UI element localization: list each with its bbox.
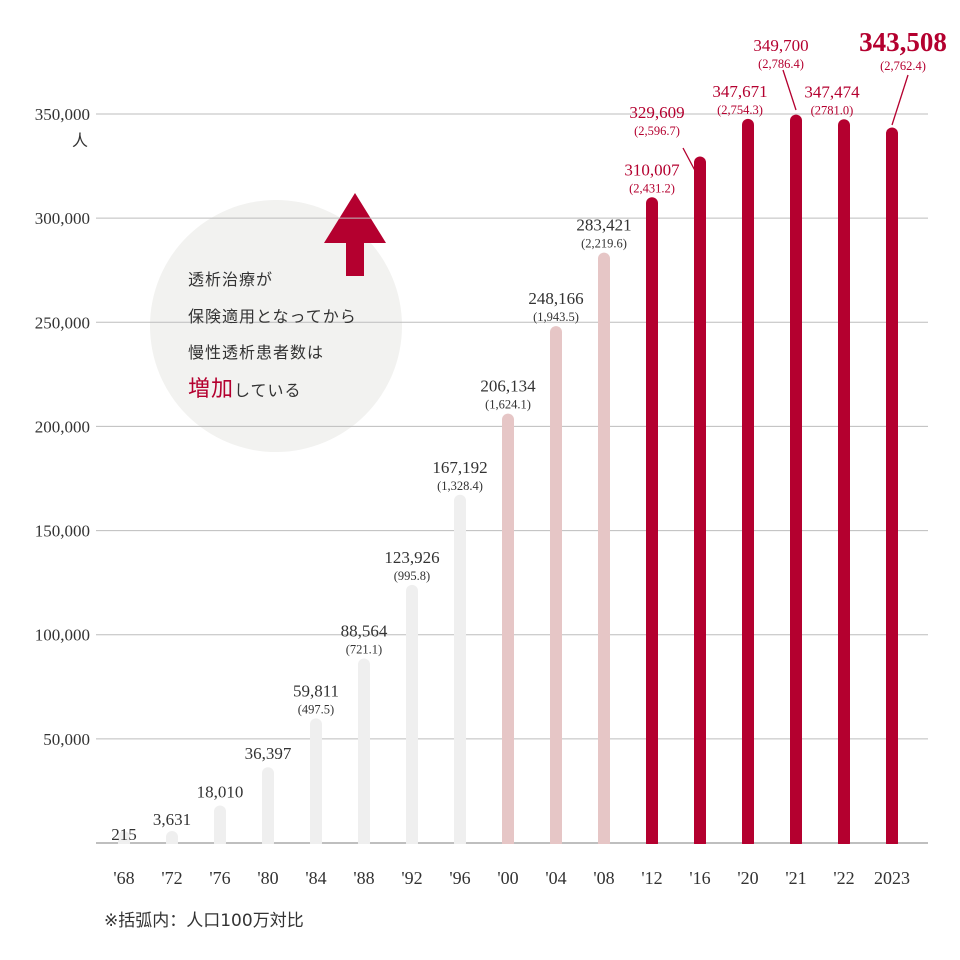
- x-tick-label: '08: [593, 868, 614, 888]
- y-tick-label: 200,000: [35, 417, 90, 436]
- footnote: ※括弧内：人口100万対比: [104, 911, 304, 931]
- bar-'84: [310, 718, 322, 849]
- baseline-mask: [0, 844, 960, 856]
- value-label: 88,564: [341, 622, 388, 641]
- bar-'00: [502, 413, 514, 849]
- bubble-line-1: 透析治療が: [188, 270, 274, 289]
- bar-'22: [838, 119, 850, 850]
- value-label: 343,508: [859, 27, 947, 57]
- value-label: 248,166: [528, 289, 583, 308]
- per-million-label: (2,219.6): [581, 237, 627, 251]
- bar-'96: [454, 494, 466, 849]
- y-tick-label: 150,000: [35, 522, 90, 541]
- x-tick-label: 2023: [874, 868, 910, 888]
- per-million-label: (2781.0): [811, 103, 854, 117]
- x-tick-label: '80: [257, 868, 278, 888]
- x-tick-label: '22: [833, 868, 854, 888]
- value-label: 349,700: [753, 36, 808, 55]
- bar-'12: [646, 197, 658, 850]
- x-tick-label: '16: [689, 868, 710, 888]
- value-label: 167,192: [432, 458, 487, 477]
- x-tick-label: '00: [497, 868, 518, 888]
- y-axis-unit: 人: [72, 131, 88, 150]
- x-tick-label: '68: [113, 868, 134, 888]
- per-million-label: (721.1): [346, 643, 382, 657]
- bar-'08: [598, 252, 610, 849]
- bar-'21: [790, 114, 802, 849]
- per-million-label: (2,754.3): [717, 103, 763, 117]
- per-million-label: (2,786.4): [758, 57, 804, 71]
- per-million-label: (2,431.2): [629, 181, 675, 195]
- value-label: 59,811: [293, 681, 339, 700]
- per-million-label: (497.5): [298, 702, 334, 716]
- bubble-line-2: 保険適用となってから: [188, 306, 357, 326]
- per-million-label: (2,596.7): [634, 124, 680, 138]
- bar-'80: [262, 767, 274, 849]
- bar-2023: [886, 127, 898, 849]
- per-million-label: (1,624.1): [485, 398, 531, 412]
- value-label: 18,010: [197, 782, 244, 801]
- y-tick-label: 350,000: [35, 105, 90, 124]
- value-label: 283,421: [576, 216, 631, 235]
- bubble-text: 透析治療が 保険適用となってから 慢性透析患者数は 増加している: [188, 262, 357, 409]
- y-tick-label: 100,000: [35, 626, 90, 645]
- y-tick-label: 300,000: [35, 209, 90, 228]
- bar-'92: [406, 584, 418, 849]
- leader-line: [782, 69, 797, 111]
- value-label: 3,631: [153, 810, 191, 829]
- x-tick-label: '12: [641, 868, 662, 888]
- value-label: 123,926: [384, 548, 439, 567]
- value-label: 206,134: [480, 377, 536, 396]
- value-label: 36,397: [245, 744, 292, 763]
- bar-'16: [694, 156, 706, 849]
- x-tick-label: '20: [737, 868, 758, 888]
- per-million-label: (1,943.5): [533, 310, 579, 324]
- x-tick-label: '88: [353, 868, 374, 888]
- value-label: 347,474: [804, 82, 860, 101]
- y-tick-label: 50,000: [43, 730, 90, 749]
- per-million-label: (995.8): [394, 569, 430, 583]
- value-label: 347,671: [712, 82, 767, 101]
- per-million-label: (1,328.4): [437, 479, 483, 493]
- bar-'88: [358, 658, 370, 849]
- bar-'76: [214, 805, 226, 849]
- x-tick-label: '84: [305, 868, 326, 888]
- x-tick-label: '76: [209, 868, 230, 888]
- bubble-circle: [150, 200, 402, 452]
- x-tick-label: '92: [401, 868, 422, 888]
- bubble-emphasis: 増加: [188, 376, 235, 402]
- x-tick-label: '72: [161, 868, 182, 888]
- value-label: 329,609: [629, 103, 684, 122]
- value-label: 310,007: [624, 160, 680, 179]
- bubble-line-4: 増加している: [188, 372, 357, 410]
- x-tick-label: '96: [449, 868, 470, 888]
- leader-line: [891, 74, 909, 126]
- up-arrow-icon: [324, 193, 386, 276]
- bubble-suffix: している: [234, 380, 302, 400]
- value-label: 215: [111, 825, 137, 844]
- per-million-label: (2,762.4): [880, 59, 926, 73]
- bubble-line-3: 慢性透析患者数は: [188, 343, 325, 362]
- y-tick-label: 250,000: [35, 313, 90, 332]
- x-tick-label: '04: [545, 868, 566, 888]
- bar-'20: [742, 118, 754, 850]
- leader-line: [682, 147, 701, 181]
- x-tick-label: '21: [785, 868, 806, 888]
- bar-'04: [550, 326, 562, 849]
